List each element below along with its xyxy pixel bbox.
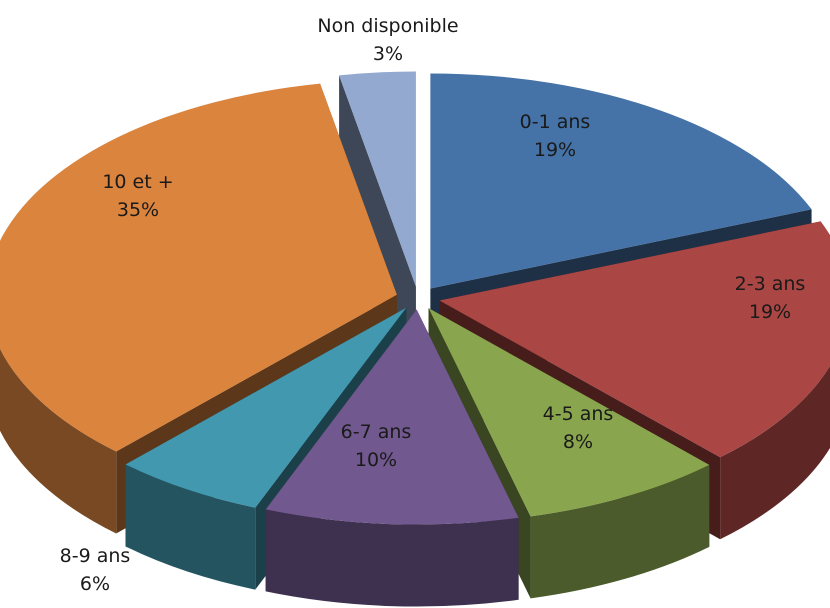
slice-side <box>265 509 519 607</box>
slice-label: 4-5 ans <box>543 403 614 425</box>
slice-side <box>530 464 710 599</box>
pie-slice-2-3-ans <box>439 221 830 458</box>
slice-labels: 0-1 ans 19% 2-3 ans 19% 4-5 ans 8% 6-7 ans 10% 8… <box>60 15 806 595</box>
slice-tops <box>0 71 830 525</box>
slice-side <box>0 348 117 534</box>
pie-slice-4-5-ans <box>428 308 710 517</box>
pie-slice-0-1-ans <box>430 73 812 289</box>
pie-slice-6-7-ans <box>265 309 519 525</box>
pie-slice-10-et- <box>0 83 397 452</box>
slice-side <box>125 464 256 590</box>
slice-percent-label: 19% <box>534 139 576 161</box>
slice-percent-label: 35% <box>117 199 159 221</box>
slice-label: 0-1 ans <box>520 111 591 133</box>
pie-slice-8-9-ans <box>125 307 407 508</box>
slice-label: 2-3 ans <box>735 273 806 295</box>
slice-percent-label: 3% <box>373 43 403 65</box>
slice-percent-label: 10% <box>355 449 397 471</box>
slice-label: 6-7 ans <box>341 421 412 443</box>
slice-percent-label: 8% <box>563 431 593 453</box>
slice-side <box>720 365 830 540</box>
slice-label: Non disponible <box>317 15 458 37</box>
slice-percent-label: 19% <box>749 301 791 323</box>
slice-label: 8-9 ans <box>60 545 131 567</box>
slice-percent-label: 6% <box>80 573 110 595</box>
pie-slice-non-disponible <box>339 71 416 287</box>
slice-label: 10 et + <box>102 171 173 193</box>
